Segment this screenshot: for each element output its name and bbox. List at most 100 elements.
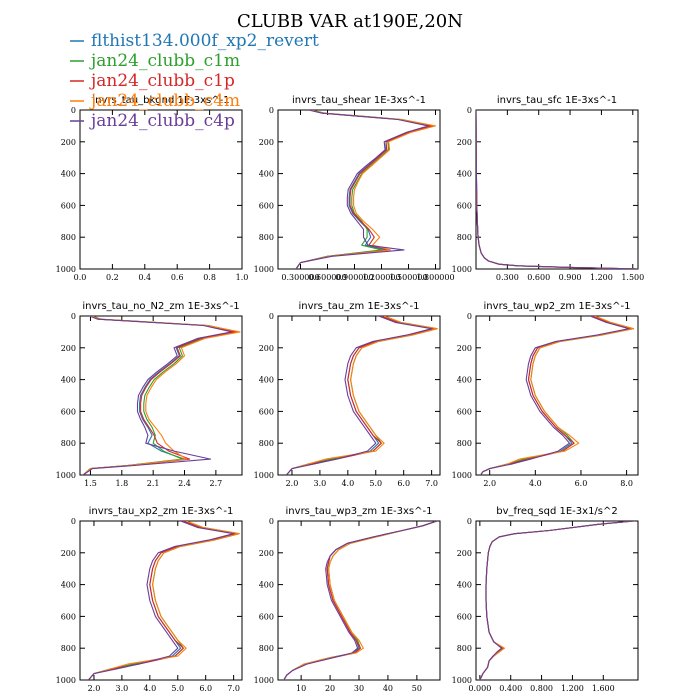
x-tick-label: 3.0: [314, 479, 327, 488]
series-line-jan24_clubb_c1m: [285, 316, 438, 475]
x-tick-label: 10: [296, 684, 306, 693]
y-tick-label: 800: [259, 644, 274, 653]
x-tick-label: 5.0: [171, 684, 184, 693]
x-tick-label: 0.300: [496, 273, 519, 282]
series-line-flthist134.000f_xp2_revert: [87, 521, 237, 680]
panel-frame: [277, 315, 441, 476]
x-tick-label: 0.6: [171, 273, 184, 282]
x-tick-label: 6.0: [397, 479, 410, 488]
x-tick-label: 4.0: [341, 479, 354, 488]
x-tick-label: 6.0: [199, 684, 212, 693]
x-tick-label: 1.500: [621, 273, 644, 282]
x-tick-label: 1.5: [84, 479, 97, 488]
y-tick-label: 400: [61, 376, 76, 385]
y-tick-label: 800: [61, 644, 76, 653]
y-tick-label: 400: [259, 581, 274, 590]
legend: flthist134.000f_xp2_revert jan24_clubb_c1…: [70, 31, 319, 131]
series-line-jan24_clubb_c1m: [87, 521, 240, 680]
y-tick-label: 0: [269, 312, 274, 321]
x-tick-label: 0.8: [203, 273, 216, 282]
y-tick-label: 0: [467, 106, 472, 115]
x-tick-label: 1.500000: [389, 273, 427, 282]
x-tick-label: 2.0: [286, 479, 299, 488]
series-line-jan24_clubb_c1p: [295, 110, 433, 269]
x-tick-label: 6.0: [575, 479, 588, 488]
y-tick-label: 200: [259, 344, 274, 353]
series-line-jan24_clubb_c4m: [82, 316, 241, 475]
y-tick-label: 1000: [56, 676, 76, 685]
panel-5: invrs_tau_zm 1E-3xs^-1 0 200 400 600 800 1000 2…: [254, 301, 441, 488]
x-tick-label: 1.200: [590, 273, 613, 282]
x-tick-label: 5.0: [369, 479, 382, 488]
y-tick-label: 1000: [452, 265, 472, 274]
y-tick-label: 600: [61, 201, 76, 210]
y-tick-label: 400: [259, 170, 274, 179]
x-tick-label: 1.600: [592, 684, 615, 693]
x-tick-label: 2.0: [88, 684, 101, 693]
series-line-jan24_clubb_c4p: [87, 521, 235, 680]
x-tick-label: 0.2: [106, 273, 119, 282]
x-tick-label: 0.900: [559, 273, 582, 282]
series-line-jan24_clubb_c1m: [476, 110, 638, 269]
x-tick-label: 7.0: [425, 479, 438, 488]
y-tick-label: 200: [61, 549, 76, 558]
y-tick-label: 0: [71, 517, 76, 526]
series-line-flthist134.000f_xp2_revert: [480, 316, 632, 475]
panel-8: invrs_tau_wp3_zm 1E-3xs^-1 0 200 400 600 800 1…: [254, 506, 441, 693]
x-tick-label: 2.1: [147, 479, 160, 488]
series-line-jan24_clubb_c1m: [479, 521, 635, 680]
series-line-jan24_clubb_c1p: [87, 521, 237, 680]
y-tick-label: 600: [457, 407, 472, 416]
x-tick-label: 0.600: [527, 273, 550, 282]
y-tick-label: 400: [61, 581, 76, 590]
panel-2: invrs_tau_shear 1E-3xs^-1 0 200 400 600 800 10…: [254, 95, 455, 282]
panel-frame: [475, 315, 639, 476]
y-tick-label: 0: [467, 517, 472, 526]
x-tick-label: 4.0: [529, 479, 542, 488]
series-line-jan24_clubb_c4m: [476, 110, 638, 269]
series-line-jan24_clubb_c1p: [476, 110, 638, 269]
panel-title: invrs_tau_zm 1E-3xs^-1: [298, 301, 419, 312]
x-tick-label: 30: [354, 684, 364, 693]
x-tick-label: 0.600000: [308, 273, 346, 282]
y-tick-label: 400: [457, 170, 472, 179]
y-tick-label: 200: [457, 344, 472, 353]
series-line-jan24_clubb_c4p: [285, 316, 433, 475]
y-tick-label: 800: [61, 439, 76, 448]
panel-4: invrs_tau_no_N2_zm 1E-3xs^-1 0 200 400 600 80…: [56, 301, 243, 488]
x-tick-label: 8.0: [620, 479, 633, 488]
panels-group: invrs_tau_bkgnd 1E-3xs^-1020040060080010…: [56, 95, 645, 693]
legend-entry: jan24_clubb_c1p: [89, 71, 235, 91]
series-line-jan24_clubb_c1p: [283, 521, 438, 680]
series-line-jan24_clubb_c4m: [87, 521, 240, 680]
legend-entry: flthist134.000f_xp2_revert: [91, 31, 319, 51]
y-tick-label: 800: [457, 439, 472, 448]
x-tick-label: 1.8: [115, 479, 128, 488]
panel-1: invrs_tau_bkgnd 1E-3xs^-1 0 200 400 600 800 10…: [56, 95, 249, 282]
series-line-jan24_clubb_c1m: [283, 521, 438, 680]
series-line-jan24_clubb_c1p: [479, 521, 635, 680]
y-tick-label: 400: [457, 376, 472, 385]
series-line-flthist134.000f_xp2_revert: [283, 521, 438, 680]
x-tick-label: 7.0: [227, 684, 240, 693]
panel-frame: [277, 109, 441, 270]
y-tick-label: 1000: [452, 676, 472, 685]
legend-entry: jan24_clubb_c4p: [89, 111, 235, 131]
panel-7: invrs_tau_xp2_zm 1E-3xs^-1 0 200 400 600 800 1…: [56, 506, 243, 693]
y-tick-label: 800: [259, 439, 274, 448]
y-tick-label: 200: [457, 138, 472, 147]
y-tick-label: 0: [71, 312, 76, 321]
x-tick-label: 0.000: [468, 684, 491, 693]
panel-frame: [79, 109, 243, 270]
series-line-jan24_clubb_c4m: [285, 316, 438, 475]
x-tick-label: 50: [412, 684, 422, 693]
x-tick-label: 1.0: [236, 273, 249, 282]
y-tick-label: 400: [259, 376, 274, 385]
y-tick-label: 400: [457, 581, 472, 590]
x-tick-label: 1.800000: [416, 273, 454, 282]
series-line-jan24_clubb_c4m: [283, 521, 438, 680]
panel-title: invrs_tau_wp3_zm 1E-3xs^-1: [286, 506, 433, 517]
y-tick-label: 0: [71, 106, 76, 115]
series-line-flthist134.000f_xp2_revert: [285, 316, 435, 475]
